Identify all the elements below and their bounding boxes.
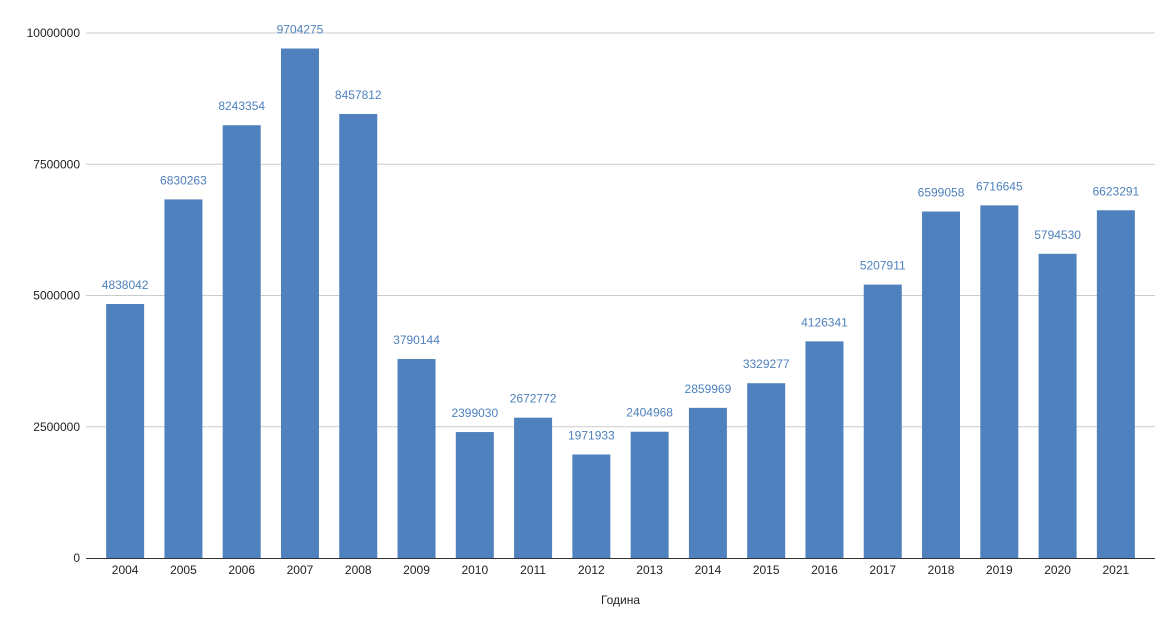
- x-tick-label: 2012: [578, 563, 605, 577]
- data-label: 6599058: [918, 186, 965, 200]
- bar: [688, 407, 727, 558]
- x-tick-label: 2017: [869, 563, 896, 577]
- data-label: 8243354: [218, 99, 265, 113]
- x-tick-label: 2007: [287, 563, 314, 577]
- data-label: 2404968: [626, 406, 673, 420]
- bar: [630, 431, 669, 558]
- x-tick-label: 2014: [695, 563, 722, 577]
- x-tick-label: 2018: [928, 563, 955, 577]
- data-label: 4126341: [801, 315, 848, 329]
- x-tick-label: 2011: [520, 563, 546, 577]
- x-tick-label: 2020: [1044, 563, 1071, 577]
- x-tick-label: 2021: [1103, 563, 1130, 577]
- bar: [922, 211, 961, 559]
- bars: [106, 48, 1135, 559]
- y-tick-label: 5000000: [33, 289, 80, 303]
- bar: [164, 199, 203, 558]
- data-label: 5794530: [1034, 228, 1081, 242]
- x-axis-ticks: 2004 2005 2006 2007 2008 2009 2010 2011 2012 2013…: [112, 563, 1130, 577]
- x-tick-label: 2008: [345, 563, 372, 577]
- bar: [514, 417, 553, 558]
- y-axis-ticks: 0 2500000 5000000 7500000 10000000: [27, 26, 81, 565]
- x-tick-label: 2015: [753, 563, 780, 577]
- data-label: 8457812: [335, 88, 382, 102]
- gridlines: [86, 32, 1155, 428]
- data-label: 9704275: [277, 23, 324, 37]
- bar: [339, 113, 378, 558]
- data-label: 6830263: [160, 173, 207, 187]
- x-tick-label: 2013: [636, 563, 663, 577]
- y-tick-label: 0: [73, 551, 80, 565]
- data-label: 6716645: [976, 179, 1023, 193]
- data-label: 5207911: [860, 259, 906, 273]
- bar: [106, 304, 145, 558]
- bar: [455, 432, 494, 558]
- bar: [863, 284, 902, 558]
- data-labels: 4838042 6830263 8243354 9704275 8457812 37901…: [102, 23, 1140, 443]
- bar: [397, 359, 436, 558]
- bar: [222, 125, 261, 559]
- x-tick-label: 2004: [112, 563, 139, 577]
- x-tick-label: 2005: [170, 563, 197, 577]
- x-tick-label: 2006: [228, 563, 255, 577]
- bar: [280, 48, 319, 558]
- bar: [1096, 210, 1135, 558]
- data-label: 4838042: [102, 278, 149, 292]
- bar: [572, 454, 611, 558]
- x-tick-label: 2010: [461, 563, 488, 577]
- bar: [1038, 253, 1077, 558]
- y-tick-label: 2500000: [33, 420, 80, 434]
- data-label: 3790144: [393, 333, 440, 347]
- x-tick-label: 2009: [403, 563, 430, 577]
- bar: [747, 383, 786, 558]
- data-label: 2859969: [685, 382, 732, 396]
- data-label: 3329277: [743, 357, 790, 371]
- data-label: 6623291: [1093, 184, 1140, 198]
- bar: [980, 205, 1019, 558]
- data-label: 2399030: [451, 406, 498, 420]
- x-tick-label: 2016: [811, 563, 838, 577]
- data-label: 2672772: [510, 392, 557, 406]
- bar: [805, 341, 844, 558]
- x-axis-title: Година: [601, 593, 640, 607]
- data-label: 1971933: [568, 428, 615, 442]
- y-tick-label: 10000000: [27, 26, 81, 40]
- x-tick-label: 2019: [986, 563, 1013, 577]
- y-tick-label: 7500000: [33, 157, 80, 171]
